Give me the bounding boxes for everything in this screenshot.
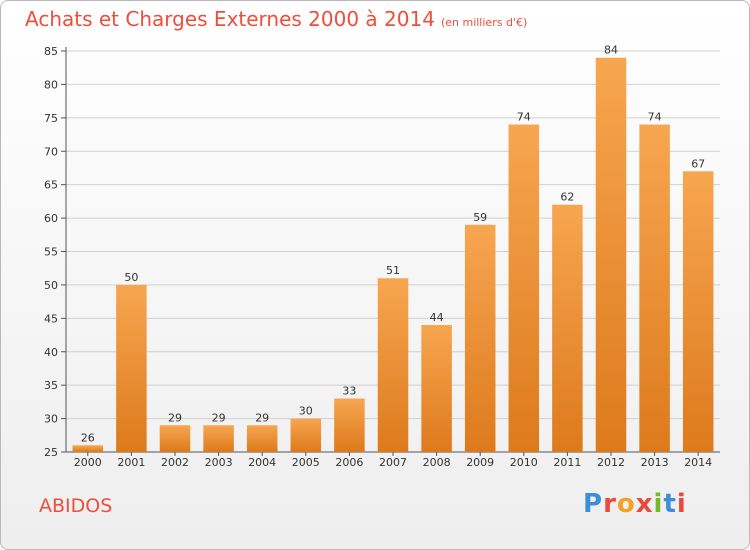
y-tick-label: 80 — [44, 78, 58, 91]
x-tick-label: 2011 — [553, 456, 581, 469]
proxiti-logo: Proxiti — [583, 489, 687, 519]
x-tick-label: 2014 — [684, 456, 712, 469]
chart-title: Achats et Charges Externes 2000 à 2014 (e… — [25, 7, 527, 31]
y-tick-label: 55 — [44, 246, 58, 259]
logo-letter: o — [616, 489, 636, 519]
y-tick-label: 45 — [44, 312, 58, 325]
y-tick-label: 75 — [44, 112, 58, 125]
data-label: 74 — [648, 111, 662, 124]
bar — [116, 284, 147, 452]
bar — [464, 224, 496, 452]
y-tick-label: 35 — [44, 379, 58, 392]
bar — [72, 445, 104, 452]
data-label: 84 — [604, 44, 618, 57]
x-tick-label: 2004 — [248, 456, 276, 469]
x-tick-label: 2010 — [510, 456, 538, 469]
chart-title-text: Achats et Charges Externes 2000 à 2014 — [25, 7, 435, 31]
bar — [377, 278, 409, 452]
bar — [159, 425, 191, 452]
y-tick-label: 30 — [44, 413, 58, 426]
x-tick-label: 2013 — [641, 456, 669, 469]
y-tick-label: 85 — [44, 45, 58, 58]
data-label: 74 — [517, 111, 531, 124]
chart-subtitle: (en milliers d'€) — [440, 16, 528, 29]
logo-letter: i — [676, 489, 687, 519]
bar — [290, 418, 322, 452]
data-label: 51 — [386, 264, 400, 277]
x-tick-label: 2007 — [379, 456, 407, 469]
y-tick-label: 50 — [44, 279, 58, 292]
data-label: 26 — [81, 431, 95, 444]
data-label: 29 — [212, 411, 226, 424]
logo-letter: i — [653, 489, 664, 519]
logo-letter: P — [583, 489, 604, 519]
x-tick-label: 2000 — [74, 456, 102, 469]
data-label: 50 — [124, 271, 138, 284]
x-tick-label: 2003 — [205, 456, 233, 469]
y-tick-label: 70 — [44, 145, 58, 158]
bar — [203, 425, 234, 452]
logo-letter: x — [635, 489, 654, 519]
commune-name: ABIDOS — [39, 495, 113, 517]
x-tick-label: 2002 — [161, 456, 189, 469]
bar — [552, 204, 583, 452]
data-label: 59 — [473, 211, 487, 224]
data-label: 33 — [342, 385, 356, 398]
data-label: 67 — [691, 157, 705, 170]
x-tick-label: 2001 — [117, 456, 145, 469]
bar — [421, 325, 452, 452]
data-label: 29 — [168, 411, 182, 424]
x-tick-label: 2005 — [292, 456, 320, 469]
data-label: 29 — [255, 411, 269, 424]
y-tick-label: 40 — [44, 346, 58, 359]
x-tick-label: 2012 — [597, 456, 625, 469]
logo-letter: r — [603, 489, 617, 519]
x-tick-label: 2009 — [466, 456, 494, 469]
y-tick-label: 60 — [44, 212, 58, 225]
bar — [334, 398, 365, 452]
bar — [508, 124, 540, 453]
bar — [639, 124, 670, 453]
x-tick-label: 2008 — [423, 456, 451, 469]
y-tick-label: 25 — [44, 446, 58, 459]
data-label: 62 — [560, 191, 574, 204]
x-tick-label: 2006 — [335, 456, 363, 469]
bar — [682, 171, 714, 453]
bar — [246, 425, 278, 452]
bar — [595, 57, 627, 452]
data-label: 30 — [299, 405, 313, 418]
data-label: 44 — [430, 311, 444, 324]
logo-letter: t — [663, 489, 677, 519]
y-tick-label: 65 — [44, 179, 58, 192]
